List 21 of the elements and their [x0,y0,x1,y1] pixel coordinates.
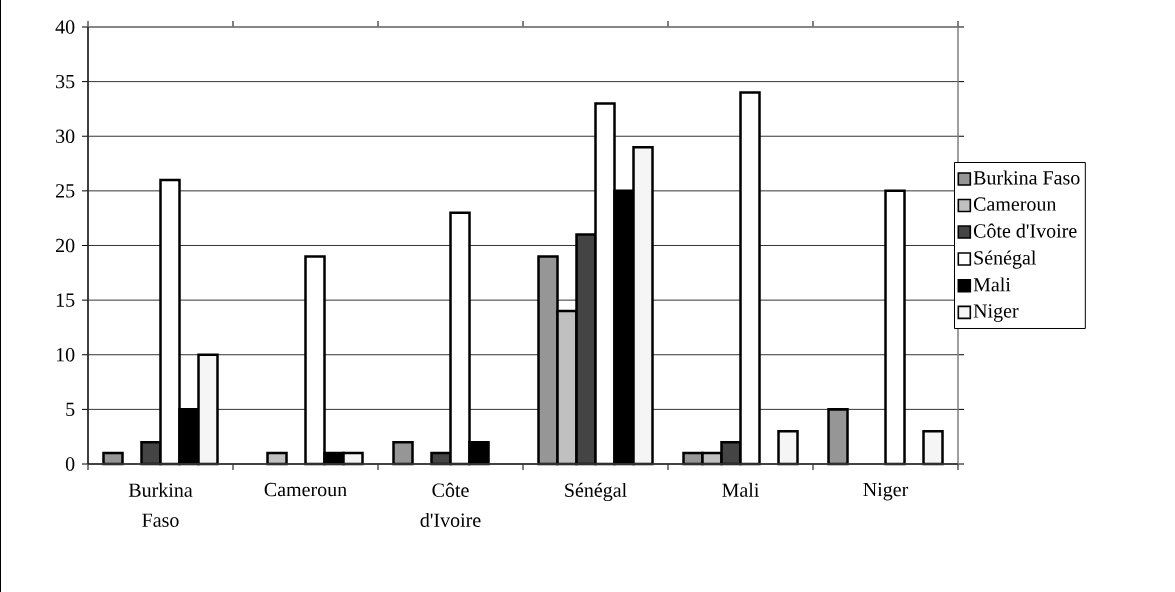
x-tick-label: Cameroun [264,482,347,497]
x-tick-label: Burkina Faso [128,482,193,527]
y-tick-label: 10 [56,348,75,362]
y-tick-label: 40 [55,20,75,34]
y-tick-label: 5 [66,402,75,417]
legend-label: Cameroun [973,197,1057,211]
legend-label: Niger [973,304,1019,322]
y-tick-label: 30 [56,129,75,143]
legend-label: Côte d'Ivoire [973,223,1077,238]
x-tick-label: Mali [722,482,760,497]
y-tick-label: 35 [56,74,75,89]
y-tick-label: 25 [56,184,75,198]
x-tick-label: Niger [863,482,909,501]
y-tick-label: 0 [65,457,75,471]
x-tick-label: Côte d'Ivoire [420,482,481,527]
x-tick-label: Sénégal [565,482,627,502]
legend-label: Mali [973,277,1011,292]
y-tick-label: 15 [56,293,75,307]
y-tick-label: 20 [56,238,75,253]
legend-label: Burkina Faso [973,170,1080,185]
legend-label: Sénégal [974,250,1037,269]
